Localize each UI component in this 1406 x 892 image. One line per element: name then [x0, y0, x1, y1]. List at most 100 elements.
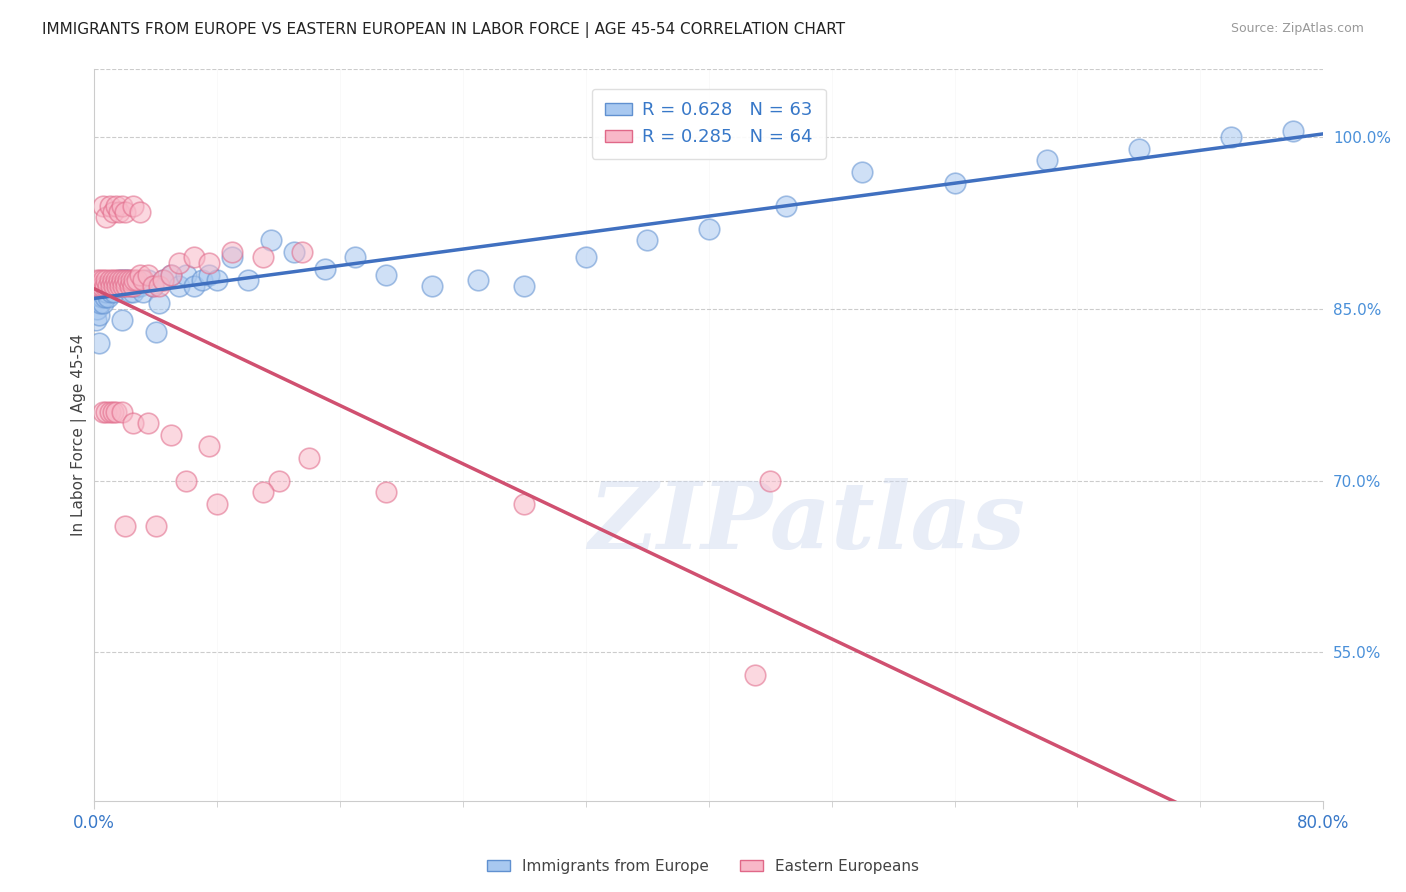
Point	[87, 279, 110, 293]
Point	[1281, 124, 1303, 138]
Point	[136, 417, 159, 431]
Point	[252, 251, 274, 265]
Point	[344, 251, 367, 265]
Point	[114, 273, 136, 287]
Point	[96, 285, 118, 299]
Point	[148, 279, 170, 293]
Point	[114, 519, 136, 533]
Point	[142, 279, 165, 293]
Point	[198, 256, 221, 270]
Point	[104, 279, 127, 293]
Point	[142, 279, 165, 293]
Point	[176, 474, 198, 488]
Point	[176, 268, 198, 282]
Point	[93, 405, 115, 419]
Legend: Immigrants from Europe, Eastern Europeans: Immigrants from Europe, Eastern European…	[481, 853, 925, 880]
Point	[697, 221, 720, 235]
Point	[117, 273, 139, 287]
Text: ZIPatlas: ZIPatlas	[589, 478, 1025, 568]
Point	[100, 285, 122, 299]
Point	[121, 279, 143, 293]
Point	[122, 279, 145, 293]
Point	[1035, 153, 1057, 167]
Point	[851, 164, 873, 178]
Point	[132, 273, 155, 287]
Point	[205, 497, 228, 511]
Point	[104, 199, 127, 213]
Point	[127, 279, 149, 293]
Point	[121, 199, 143, 213]
Point	[122, 273, 145, 287]
Point	[97, 291, 120, 305]
Point	[84, 313, 107, 327]
Point	[107, 204, 129, 219]
Point	[152, 273, 174, 287]
Point	[420, 279, 443, 293]
Point	[221, 244, 243, 259]
Point	[103, 279, 125, 293]
Point	[96, 211, 118, 225]
Point	[94, 291, 117, 305]
Point	[221, 251, 243, 265]
Point	[160, 268, 183, 282]
Point	[93, 199, 115, 213]
Point	[198, 439, 221, 453]
Point	[943, 176, 966, 190]
Point	[98, 199, 121, 213]
Point	[114, 204, 136, 219]
Point	[105, 279, 128, 293]
Point	[111, 313, 134, 327]
Point	[129, 204, 152, 219]
Point	[183, 251, 205, 265]
Point	[127, 273, 149, 287]
Point	[100, 279, 122, 293]
Point	[110, 279, 132, 293]
Point	[260, 233, 283, 247]
Point	[111, 273, 134, 287]
Point	[132, 285, 155, 299]
Point	[112, 279, 135, 293]
Point	[101, 405, 124, 419]
Point	[87, 308, 110, 322]
Point	[107, 273, 129, 287]
Point	[267, 474, 290, 488]
Point	[1128, 142, 1150, 156]
Point	[112, 279, 135, 293]
Point	[744, 668, 766, 682]
Point	[98, 405, 121, 419]
Point	[167, 256, 190, 270]
Point	[114, 273, 136, 287]
Point	[94, 279, 117, 293]
Point	[190, 273, 212, 287]
Point	[98, 273, 121, 287]
Point	[513, 279, 536, 293]
Point	[101, 279, 124, 293]
Point	[90, 291, 112, 305]
Point	[93, 296, 115, 310]
Text: IMMIGRANTS FROM EUROPE VS EASTERN EUROPEAN IN LABOR FORCE | AGE 45-54 CORRELATIO: IMMIGRANTS FROM EUROPE VS EASTERN EUROPE…	[42, 22, 845, 38]
Point	[96, 405, 118, 419]
Point	[105, 279, 128, 293]
Point	[375, 485, 398, 500]
Point	[160, 268, 183, 282]
Point	[236, 273, 259, 287]
Point	[86, 273, 108, 287]
Point	[314, 261, 336, 276]
Point	[120, 279, 142, 293]
Point	[103, 285, 125, 299]
Point	[283, 244, 305, 259]
Point	[205, 273, 228, 287]
Point	[129, 268, 152, 282]
Point	[104, 273, 127, 287]
Point	[101, 273, 124, 287]
Point	[121, 285, 143, 299]
Legend: R = 0.628   N = 63, R = 0.285   N = 64: R = 0.628 N = 63, R = 0.285 N = 64	[592, 88, 825, 159]
Point	[183, 279, 205, 293]
Point	[167, 279, 190, 293]
Point	[1220, 130, 1243, 145]
Point	[118, 279, 141, 293]
Point	[129, 279, 152, 293]
Point	[89, 273, 111, 287]
Point	[111, 273, 134, 287]
Point	[84, 279, 107, 293]
